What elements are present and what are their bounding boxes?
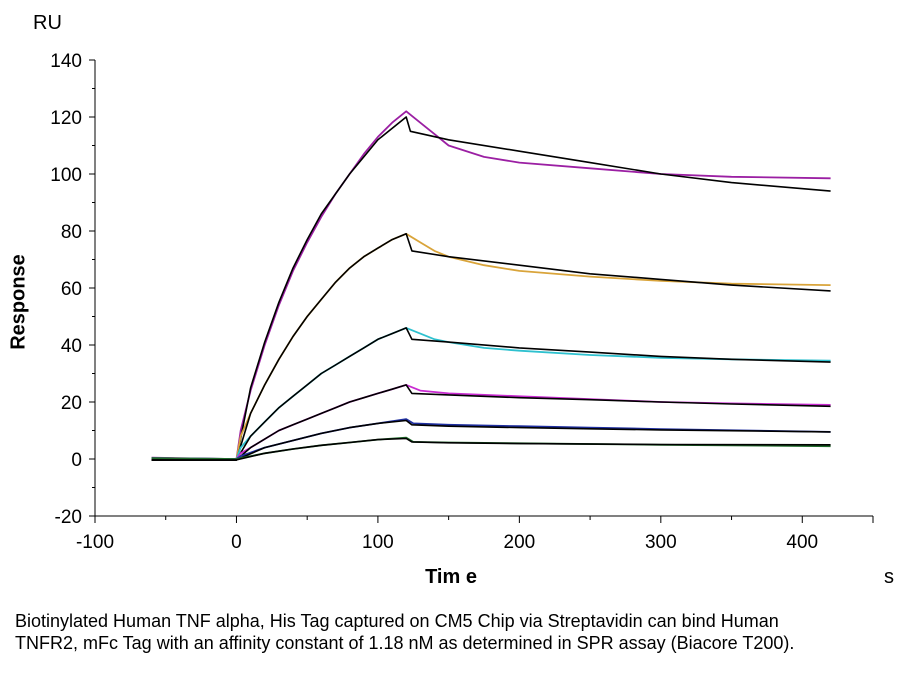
x-tick-label: 400 (786, 532, 818, 553)
axes: -20 0 20 40 60 80 100 120 140 -100 0 100 200 300 400 (50, 51, 874, 553)
figure-caption: Biotinylated Human TNF alpha, His Tag ca… (15, 611, 795, 653)
series-line-5 (151, 327, 831, 460)
y-tick-label: 80 (61, 222, 82, 243)
x-tick-label: 300 (645, 532, 677, 553)
x-tick-label: 200 (504, 532, 536, 553)
x-axis-label: Tim e (425, 566, 477, 588)
spr-sensorgram-chart: -20 0 20 40 60 80 100 120 140 -100 0 100 200 300 400 (50, 51, 874, 553)
x-tick-label: 0 (231, 532, 242, 553)
y-tick-label: 120 (50, 108, 82, 129)
series-layer (151, 110, 831, 461)
y-tick-label: 40 (61, 336, 82, 357)
y-tick-label: 140 (50, 51, 82, 72)
y-tick-label: 0 (71, 450, 82, 471)
x-tick-label: 100 (362, 532, 394, 553)
series-line-8 (151, 384, 831, 461)
series-line-10 (151, 419, 831, 461)
y-unit-label: RU (33, 12, 62, 34)
series-line-12 (151, 437, 831, 461)
y-tick-label: 20 (61, 393, 82, 414)
x-tick-label: -100 (76, 532, 114, 553)
y-tick-label: 100 (50, 165, 82, 186)
y-tick-label: 60 (61, 279, 82, 300)
x-unit-label: s (884, 566, 894, 588)
y-tick-label: -20 (55, 507, 82, 528)
series-line-2 (151, 116, 831, 461)
series-line-4 (151, 233, 831, 461)
series-line-6 (151, 327, 831, 461)
